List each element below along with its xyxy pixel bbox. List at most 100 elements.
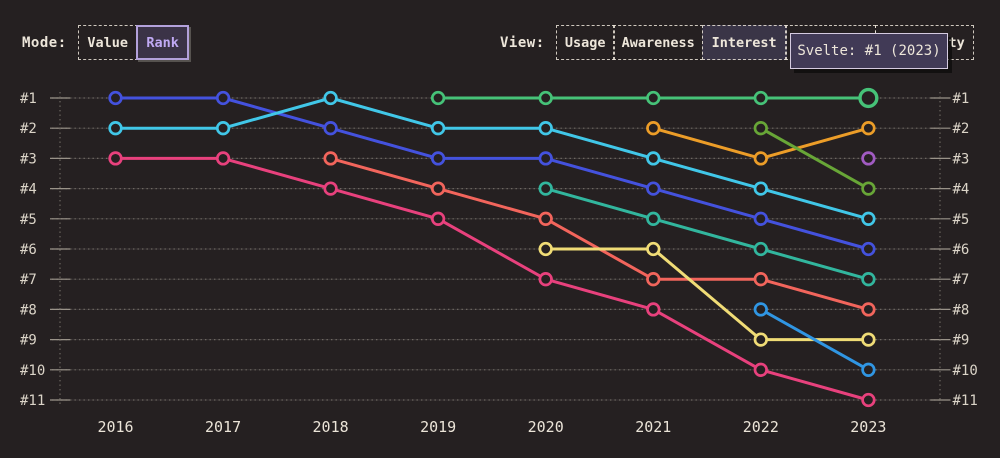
data-point-orange-2023[interactable]	[861, 121, 876, 136]
data-point-pink-2020[interactable]	[538, 272, 553, 287]
year-label: 2022	[743, 418, 779, 436]
rank-label-right: #7	[953, 272, 970, 288]
rank-label-right: #2	[953, 121, 970, 137]
data-point-pink-2017[interactable]	[215, 151, 231, 166]
data-point-yellow-2022[interactable]	[753, 332, 768, 347]
data-point-cyan-2018[interactable]	[323, 90, 338, 106]
rank-label-left: #4	[20, 182, 37, 198]
data-point-green-2022[interactable]	[753, 90, 768, 106]
chart-tooltip: Svelte: #1 (2023)	[790, 33, 948, 69]
year-label: 2021	[635, 418, 671, 436]
data-point-pink-2016[interactable]	[108, 151, 123, 166]
data-point-green-2021[interactable]	[646, 90, 661, 106]
data-point-cyan-2016[interactable]	[108, 121, 123, 136]
view-option-awareness[interactable]: Awareness	[613, 25, 704, 60]
data-point-yellow-2020[interactable]	[538, 241, 553, 257]
view-option-usage[interactable]: Usage	[555, 25, 615, 60]
rank-label-left: #9	[20, 333, 37, 349]
year-label: 2017	[205, 418, 241, 436]
year-label: 2023	[850, 418, 886, 436]
rank-label-right: #5	[953, 212, 970, 228]
data-point-blue-2023[interactable]	[861, 241, 876, 257]
series-line-cyan	[114, 96, 870, 221]
data-point-salmon-2020[interactable]	[538, 211, 553, 226]
view-option-interest[interactable]: Interest	[701, 25, 787, 60]
data-point-blue-2022[interactable]	[753, 211, 768, 226]
data-point-green-2020[interactable]	[538, 90, 553, 106]
rank-label-left: #7	[20, 272, 37, 288]
data-point-sky-2023[interactable]	[861, 362, 876, 377]
data-point-teal-2021[interactable]	[646, 211, 661, 226]
data-point-salmon-2019[interactable]	[430, 181, 446, 196]
series-line-sky	[759, 307, 870, 372]
data-point-teal-2020[interactable]	[538, 181, 553, 196]
data-point-purple-2023[interactable]	[861, 151, 876, 166]
data-point-green-2019[interactable]	[430, 90, 446, 106]
data-point-blue-2016[interactable]	[108, 90, 123, 106]
data-point-yellow-2021[interactable]	[646, 241, 661, 257]
mode-control: Mode: Value Rank	[22, 25, 190, 60]
rank-label-right: #6	[953, 242, 970, 258]
rank-label-left: #11	[20, 393, 45, 409]
data-point-blue-2020[interactable]	[538, 151, 553, 166]
data-point-pink-2019[interactable]	[430, 211, 446, 226]
data-point-salmon-2018[interactable]	[323, 151, 338, 166]
year-label: 2019	[420, 418, 456, 436]
data-point-sky-2022[interactable]	[753, 302, 768, 317]
mode-option-value[interactable]: Value	[77, 25, 138, 60]
series-line-teal	[544, 187, 870, 281]
year-label: 2018	[313, 418, 349, 436]
data-point-olive-2023[interactable]	[861, 181, 876, 196]
data-point-pink-2018[interactable]	[323, 181, 338, 196]
rank-label-left: #8	[20, 302, 37, 318]
data-point-orange-2022[interactable]	[753, 151, 768, 166]
rank-label-right: #8	[953, 302, 970, 318]
data-point-salmon-2021[interactable]	[646, 272, 661, 287]
rank-label-left: #10	[20, 363, 45, 379]
tooltip-text: Svelte: #1 (2023)	[797, 43, 941, 59]
rank-label-left: #1	[20, 91, 37, 107]
view-label: View:	[500, 34, 545, 51]
data-point-teal-2023[interactable]	[861, 272, 876, 287]
data-point-cyan-2019[interactable]	[430, 121, 446, 136]
mode-option-rank[interactable]: Rank	[136, 25, 190, 60]
mode-label: Mode:	[22, 34, 67, 51]
rank-label-right: #10	[953, 363, 978, 379]
rank-label-right: #4	[953, 182, 970, 198]
rank-label-left: #6	[20, 242, 37, 258]
rank-label-left: #2	[20, 121, 37, 137]
year-label: 2020	[528, 418, 564, 436]
data-point-cyan-2021[interactable]	[646, 151, 661, 166]
data-point-salmon-2022[interactable]	[753, 272, 768, 287]
data-point-cyan-2017[interactable]	[215, 121, 231, 136]
data-point-green-2023[interactable]	[858, 87, 879, 109]
rank-label-right: #11	[953, 393, 978, 409]
data-point-cyan-2022[interactable]	[753, 181, 768, 196]
data-point-blue-2021[interactable]	[646, 181, 661, 196]
data-point-blue-2018[interactable]	[323, 121, 338, 136]
series-line-olive	[759, 126, 870, 191]
year-label: 2016	[97, 418, 133, 436]
data-point-salmon-2023[interactable]	[861, 302, 876, 317]
data-point-cyan-2023[interactable]	[861, 211, 876, 226]
data-point-pink-2023[interactable]	[861, 392, 876, 408]
rank-label-left: #5	[20, 212, 37, 228]
rank-label-right: #3	[953, 151, 970, 167]
series-line-pink	[114, 156, 870, 402]
data-point-pink-2021[interactable]	[646, 302, 661, 317]
mode-button-group: Value Rank	[77, 25, 190, 60]
series-line-salmon	[329, 156, 870, 311]
data-point-yellow-2023[interactable]	[861, 332, 876, 347]
data-point-cyan-2020[interactable]	[538, 121, 553, 136]
data-point-pink-2022[interactable]	[753, 362, 768, 377]
data-point-orange-2021[interactable]	[646, 121, 661, 136]
rank-label-right: #1	[953, 91, 970, 107]
data-point-olive-2022[interactable]	[753, 121, 768, 136]
data-point-blue-2017[interactable]	[215, 90, 231, 106]
rank-label-left: #3	[20, 151, 37, 167]
rank-label-right: #9	[953, 333, 970, 349]
data-point-blue-2019[interactable]	[430, 151, 446, 166]
series-line-blue	[114, 96, 870, 251]
data-point-teal-2022[interactable]	[753, 241, 768, 257]
